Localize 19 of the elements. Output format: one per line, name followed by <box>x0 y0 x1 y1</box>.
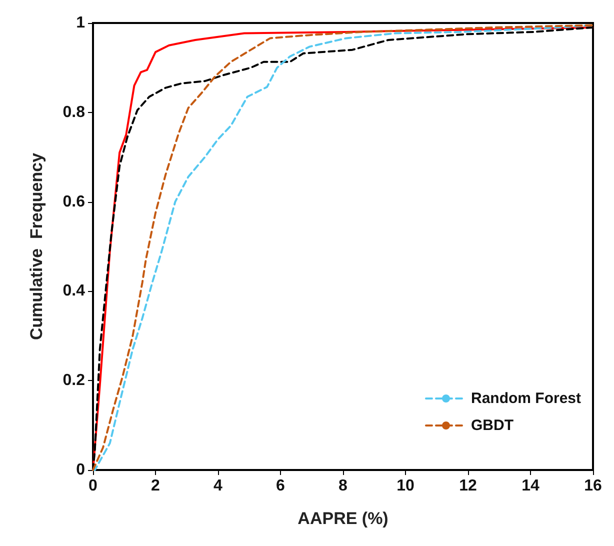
x-axis-title: AAPRE (%) <box>298 509 388 528</box>
x-tick-label: 12 <box>459 478 477 494</box>
y-tick-label: 1 <box>76 14 86 32</box>
x-tick-label: 4 <box>214 478 223 494</box>
y-tick-label: 0 <box>76 462 86 478</box>
x-tick-label: 14 <box>522 478 540 494</box>
x-tick-label: 16 <box>584 478 602 494</box>
x-tick-label: 0 <box>88 478 98 494</box>
y-axis-title: Cumulative Frequency <box>27 152 46 340</box>
y-tick-label: 0.2 <box>62 372 86 390</box>
x-tick-label: 8 <box>338 478 348 494</box>
y-tick-label: 0.6 <box>62 193 86 210</box>
legend-label: Random Forest <box>470 390 582 407</box>
y-tick-label: 0.8 <box>62 104 86 121</box>
x-tick-label: 2 <box>151 478 160 494</box>
legend-label: GBDT <box>470 417 514 434</box>
y-tick-label: 0.4 <box>62 282 86 300</box>
x-tick-label: 10 <box>396 478 414 494</box>
x-tick-label: 6 <box>276 478 286 494</box>
